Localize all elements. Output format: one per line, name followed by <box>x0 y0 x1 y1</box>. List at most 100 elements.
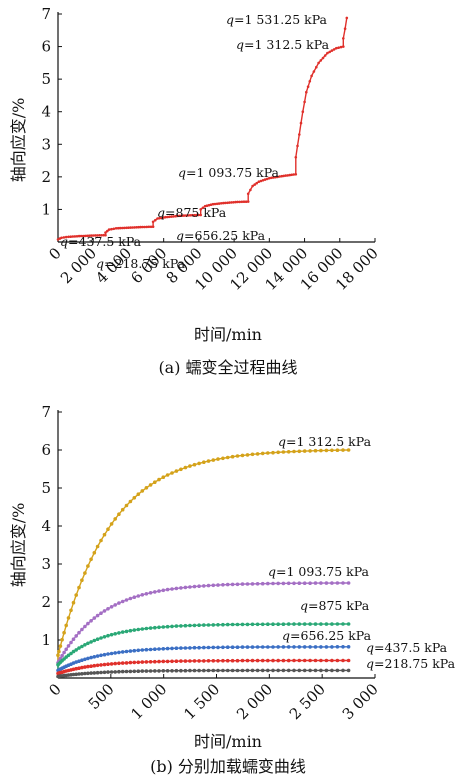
data-point <box>182 214 186 217</box>
data-point <box>89 557 93 562</box>
data-point <box>292 622 296 626</box>
data-point <box>319 668 323 673</box>
x-tick-label: 2 500 <box>286 680 329 723</box>
data-point <box>106 633 110 638</box>
data-point <box>335 668 340 673</box>
data-point <box>62 236 66 239</box>
data-point <box>179 624 183 628</box>
data-point <box>94 234 97 237</box>
x-tick-label: 500 <box>85 680 118 713</box>
series-label: q=437.5 kPa <box>366 640 448 655</box>
data-point <box>71 672 76 677</box>
data-point <box>324 448 329 453</box>
data-point <box>83 657 87 662</box>
data-point <box>71 235 75 238</box>
data-point <box>117 601 121 605</box>
data-point <box>302 645 307 649</box>
data-point <box>330 622 334 626</box>
data-point <box>240 200 244 204</box>
data-point <box>186 214 190 217</box>
chart-b-x-axis-label: 时间/min <box>194 732 262 751</box>
data-point <box>67 235 70 239</box>
data-point <box>174 668 179 673</box>
data-point <box>102 609 107 613</box>
data-point <box>346 645 351 649</box>
data-point <box>342 45 345 48</box>
data-point <box>106 527 110 531</box>
data-point <box>292 173 296 176</box>
data-point <box>69 651 73 656</box>
annotation-text: =437.5 kPa <box>68 234 142 249</box>
data-point <box>286 174 290 177</box>
data-point <box>221 658 225 663</box>
data-point <box>286 645 291 649</box>
data-point <box>116 226 120 230</box>
data-point <box>99 663 103 667</box>
data-point <box>290 173 294 177</box>
data-point <box>95 544 100 549</box>
data-point <box>74 672 78 677</box>
data-point <box>64 623 68 628</box>
data-point <box>319 448 323 453</box>
data-point <box>123 226 126 230</box>
chart-a-axes <box>57 12 376 243</box>
data-point <box>143 225 146 229</box>
data-point <box>303 100 306 104</box>
data-point <box>144 647 149 652</box>
data-point <box>266 622 270 626</box>
data-point <box>124 669 129 674</box>
data-point <box>274 175 277 179</box>
data-point <box>149 225 153 229</box>
data-point <box>221 668 225 673</box>
data-point <box>124 649 129 654</box>
data-point <box>107 228 111 231</box>
data-point <box>120 507 125 512</box>
data-point <box>206 659 211 663</box>
data-point <box>157 669 161 673</box>
data-point <box>216 583 220 587</box>
data-point <box>211 668 216 673</box>
data-point <box>271 622 275 626</box>
data-point <box>77 646 81 650</box>
data-point <box>147 225 151 229</box>
data-point <box>153 625 157 630</box>
data-point <box>206 583 211 588</box>
annotation-text: =1 531.25 kPa <box>234 12 328 27</box>
data-point <box>161 669 166 673</box>
data-point <box>106 607 110 611</box>
data-point <box>206 668 211 673</box>
data-point <box>281 645 286 649</box>
data-point <box>140 489 145 493</box>
data-point <box>230 622 235 627</box>
data-point <box>132 628 137 632</box>
data-point <box>125 226 128 230</box>
data-point <box>117 512 121 516</box>
data-point <box>161 659 166 664</box>
data-point <box>324 668 329 673</box>
data-point <box>342 37 345 40</box>
data-point <box>124 503 129 508</box>
annotation-prefix: q <box>226 12 234 27</box>
data-point <box>86 621 90 626</box>
data-point <box>319 658 323 663</box>
data-point <box>337 46 340 49</box>
data-point <box>151 225 155 228</box>
data-point <box>242 200 246 203</box>
data-point <box>346 658 351 663</box>
data-point <box>83 624 87 629</box>
data-point <box>153 590 157 594</box>
series-label: q=1 093.75 kPa <box>268 564 370 579</box>
data-point <box>330 658 334 663</box>
data-point <box>206 645 211 650</box>
data-point <box>193 213 196 217</box>
series-label-prefix: q <box>366 656 374 671</box>
data-point <box>74 660 78 664</box>
data-point <box>109 632 114 637</box>
y-tick-label: 3 <box>41 135 51 153</box>
data-point <box>165 624 170 629</box>
data-point <box>324 658 329 663</box>
data-point <box>230 668 235 673</box>
data-point <box>276 450 281 455</box>
data-point <box>95 637 100 641</box>
data-point <box>292 658 296 663</box>
